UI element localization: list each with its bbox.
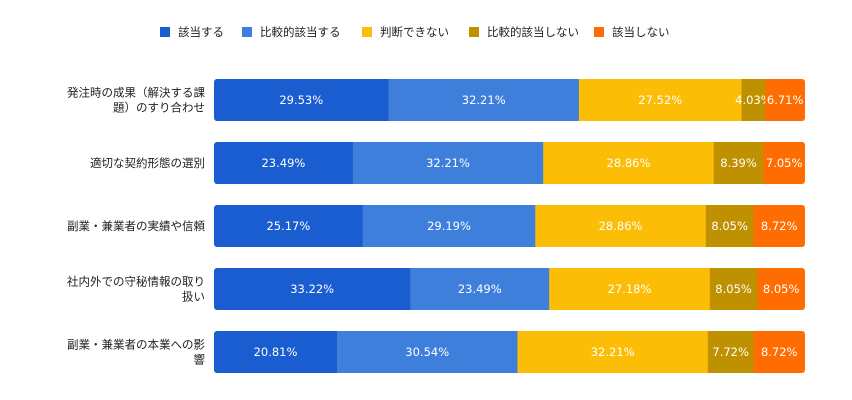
category-label: 社内外での守秘情報の取り扱い <box>67 275 205 304</box>
bar-value-label: 8.39% <box>720 156 757 170</box>
bar-row: 29.53% 32.21% 27.52% 4.03%6.71% <box>214 79 805 121</box>
legend-label: 比較的該当する <box>260 25 341 39</box>
category-label: 副業・兼業者の本業への影響 <box>67 338 205 367</box>
bar-value-label: 29.19% <box>427 219 471 233</box>
bar-segment <box>388 79 580 121</box>
bar-segment <box>352 142 544 184</box>
bar-segment <box>535 205 707 247</box>
legend-swatch <box>469 27 479 37</box>
bar-segment <box>336 331 518 373</box>
bar-segment <box>214 268 411 310</box>
bar-value-label: 33.22% <box>290 282 334 296</box>
bar-value-label: 30.54% <box>405 345 449 359</box>
bar-value-label: 27.18% <box>608 282 652 296</box>
bar-value-label: 28.86% <box>607 156 651 170</box>
bar-row: 20.81% 30.54% 32.21% 7.72% 8.72% <box>214 331 805 373</box>
legend-label: 判断できない <box>380 25 449 39</box>
legend-label: 比較的該当しない <box>487 25 579 39</box>
category-label: 発注時の成果（解決する課題）のすり合わせ <box>67 86 205 115</box>
bar-value-label: 29.53% <box>279 93 323 107</box>
legend-label: 該当する <box>178 25 224 39</box>
bar-segment <box>214 205 364 247</box>
bar-value-label: 27.52% <box>638 93 682 107</box>
bar-value-label: 32.21% <box>462 93 506 107</box>
bar-segment <box>214 331 338 373</box>
bar-segment <box>709 268 758 310</box>
bar-value-label: 32.21% <box>591 345 635 359</box>
bar-value-label: 8.05% <box>763 282 800 296</box>
bars: 29.53% 32.21% 27.52% 4.03%6.71% 23.49% 32.21%… <box>214 79 805 373</box>
bar-value-label: 8.72% <box>761 345 798 359</box>
bar-segment <box>713 142 764 184</box>
bar-value-label: 6.71% <box>767 93 804 107</box>
bar-value-label: 23.49% <box>261 156 305 170</box>
bar-value-label: 8.05% <box>715 282 752 296</box>
bar-value-label: 7.05% <box>766 156 803 170</box>
category-labels: 発注時の成果（解決する課題）のすり合わせ適切な契約形態の選別副業・兼業者の実績や… <box>67 86 205 367</box>
category-label: 適切な契約形態の選別 <box>90 156 205 170</box>
legend-label: 該当しない <box>612 25 670 39</box>
legend: 該当する 比較的該当する 判断できない 比較的該当しない 該当しない <box>160 25 670 39</box>
bar-segment <box>741 79 766 121</box>
bar-segment <box>765 79 805 121</box>
bar-segment <box>763 142 805 184</box>
category-label: 副業・兼業者の実績や信頼 <box>67 219 205 233</box>
bar-segment <box>707 331 754 373</box>
bar-value-label: 8.05% <box>711 219 748 233</box>
bar-value-label: 23.49% <box>458 282 502 296</box>
legend-swatch <box>242 27 252 37</box>
bar-segment <box>214 79 390 121</box>
bar-segment <box>410 268 550 310</box>
bar-segment <box>549 268 711 310</box>
bar-value-label: 20.81% <box>254 345 298 359</box>
bar-segment <box>517 331 709 373</box>
bar-segment <box>705 205 754 247</box>
bar-value-label: 7.72% <box>712 345 749 359</box>
bar-value-label: 25.17% <box>266 219 310 233</box>
bar-segment <box>214 142 354 184</box>
legend-swatch <box>362 27 372 37</box>
bar-row: 23.49% 32.21% 28.86% 8.39% 7.05% <box>214 142 805 184</box>
bar-row: 25.17% 29.19% 28.86% 8.05% 8.72% <box>214 205 805 247</box>
bar-value-label: 28.86% <box>599 219 643 233</box>
bar-segment <box>578 79 743 121</box>
bar-value-label: 32.21% <box>426 156 470 170</box>
bar-value-label: 4.03% <box>735 93 772 107</box>
bar-segment <box>362 205 536 247</box>
bar-value-label: 8.72% <box>761 219 798 233</box>
legend-swatch <box>594 27 604 37</box>
legend-swatch <box>160 27 170 37</box>
bar-segment <box>543 142 715 184</box>
bar-row: 33.22% 23.49% 27.18% 8.05% 8.05% <box>214 268 805 310</box>
bar-segment <box>753 331 805 373</box>
bar-segment <box>753 205 805 247</box>
bar-segment <box>757 268 805 310</box>
